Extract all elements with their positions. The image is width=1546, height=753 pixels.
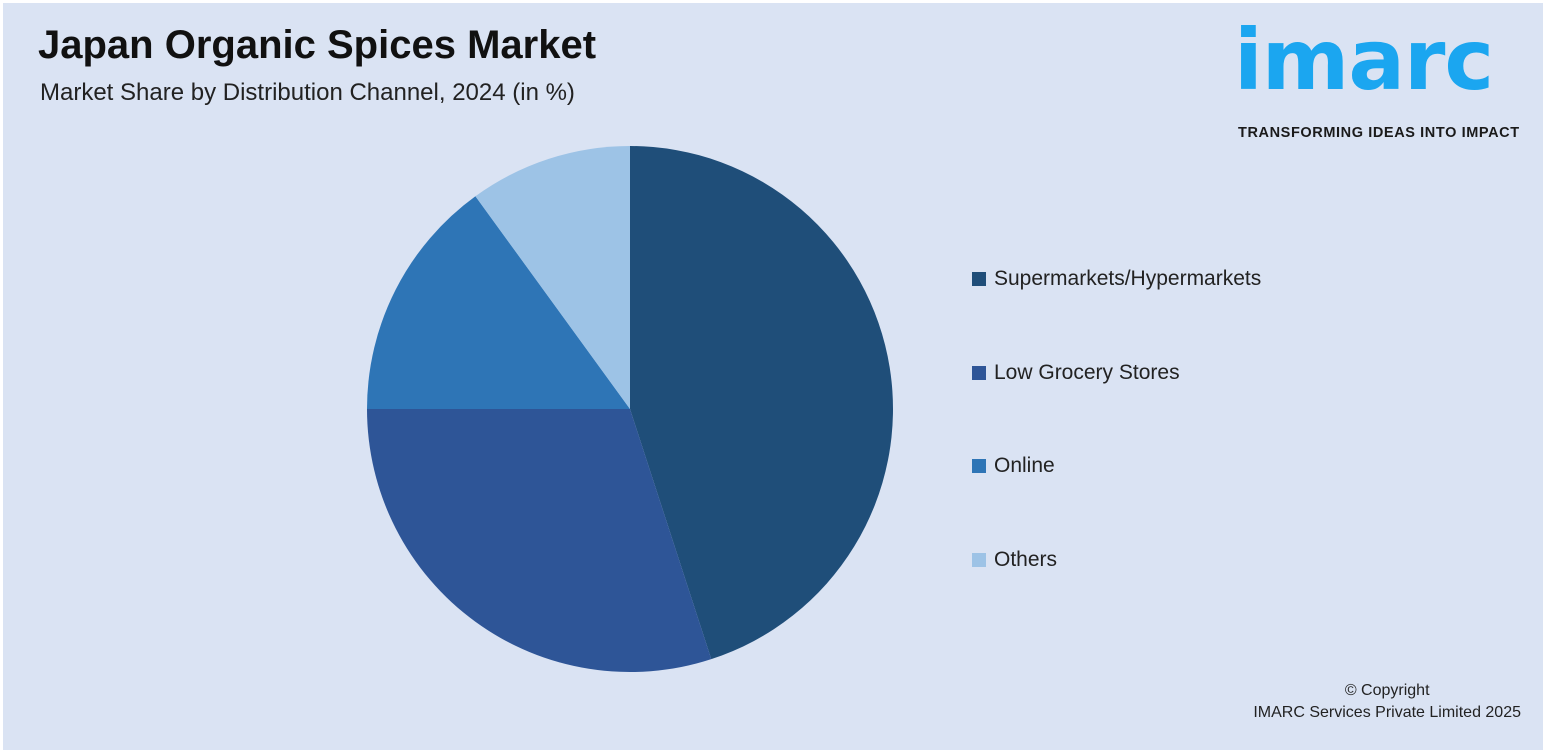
legend-label: Supermarkets/Hypermarkets bbox=[994, 267, 1262, 290]
copyright-label: © Copyright bbox=[1344, 682, 1430, 699]
legend-item: Others bbox=[972, 547, 1057, 573]
legend-swatch bbox=[972, 365, 986, 380]
chart-subtitle: Market Share by Distribution Channel, 20… bbox=[40, 79, 575, 106]
copyright-notice: © Copyright IMARC Services Private Limit… bbox=[1253, 680, 1521, 724]
legend-label: Others bbox=[994, 547, 1058, 571]
legend-item: Online bbox=[972, 453, 1055, 479]
logo-wordmark: imarc bbox=[1234, 11, 1494, 109]
logo-tagline: TRANSFORMING IDEAS INTO IMPACT bbox=[1238, 125, 1520, 141]
pie-slice-supermarkets-hypermarkets bbox=[630, 146, 893, 660]
pie-slice-low-grocery-stores bbox=[367, 409, 712, 672]
legend-label: Low Grocery Stores bbox=[994, 360, 1180, 384]
imarc-logo: imarc TRANSFORMING IDEAS INTO IMPACT bbox=[1234, 10, 1534, 150]
legend-item: Supermarkets/Hypermarkets bbox=[972, 266, 1261, 292]
pie-slice-online bbox=[367, 196, 630, 409]
legend-item: Low Grocery Stores bbox=[972, 360, 1180, 386]
legend-swatch bbox=[972, 552, 986, 567]
chart-title: Japan Organic Spices Market bbox=[38, 23, 597, 67]
legend-swatch bbox=[972, 272, 986, 286]
pie-slice-others bbox=[475, 146, 630, 409]
legend-swatch bbox=[972, 459, 986, 473]
copyright-company: IMARC Services Private Limited 2025 bbox=[1253, 704, 1521, 721]
legend-label: Online bbox=[994, 454, 1055, 477]
